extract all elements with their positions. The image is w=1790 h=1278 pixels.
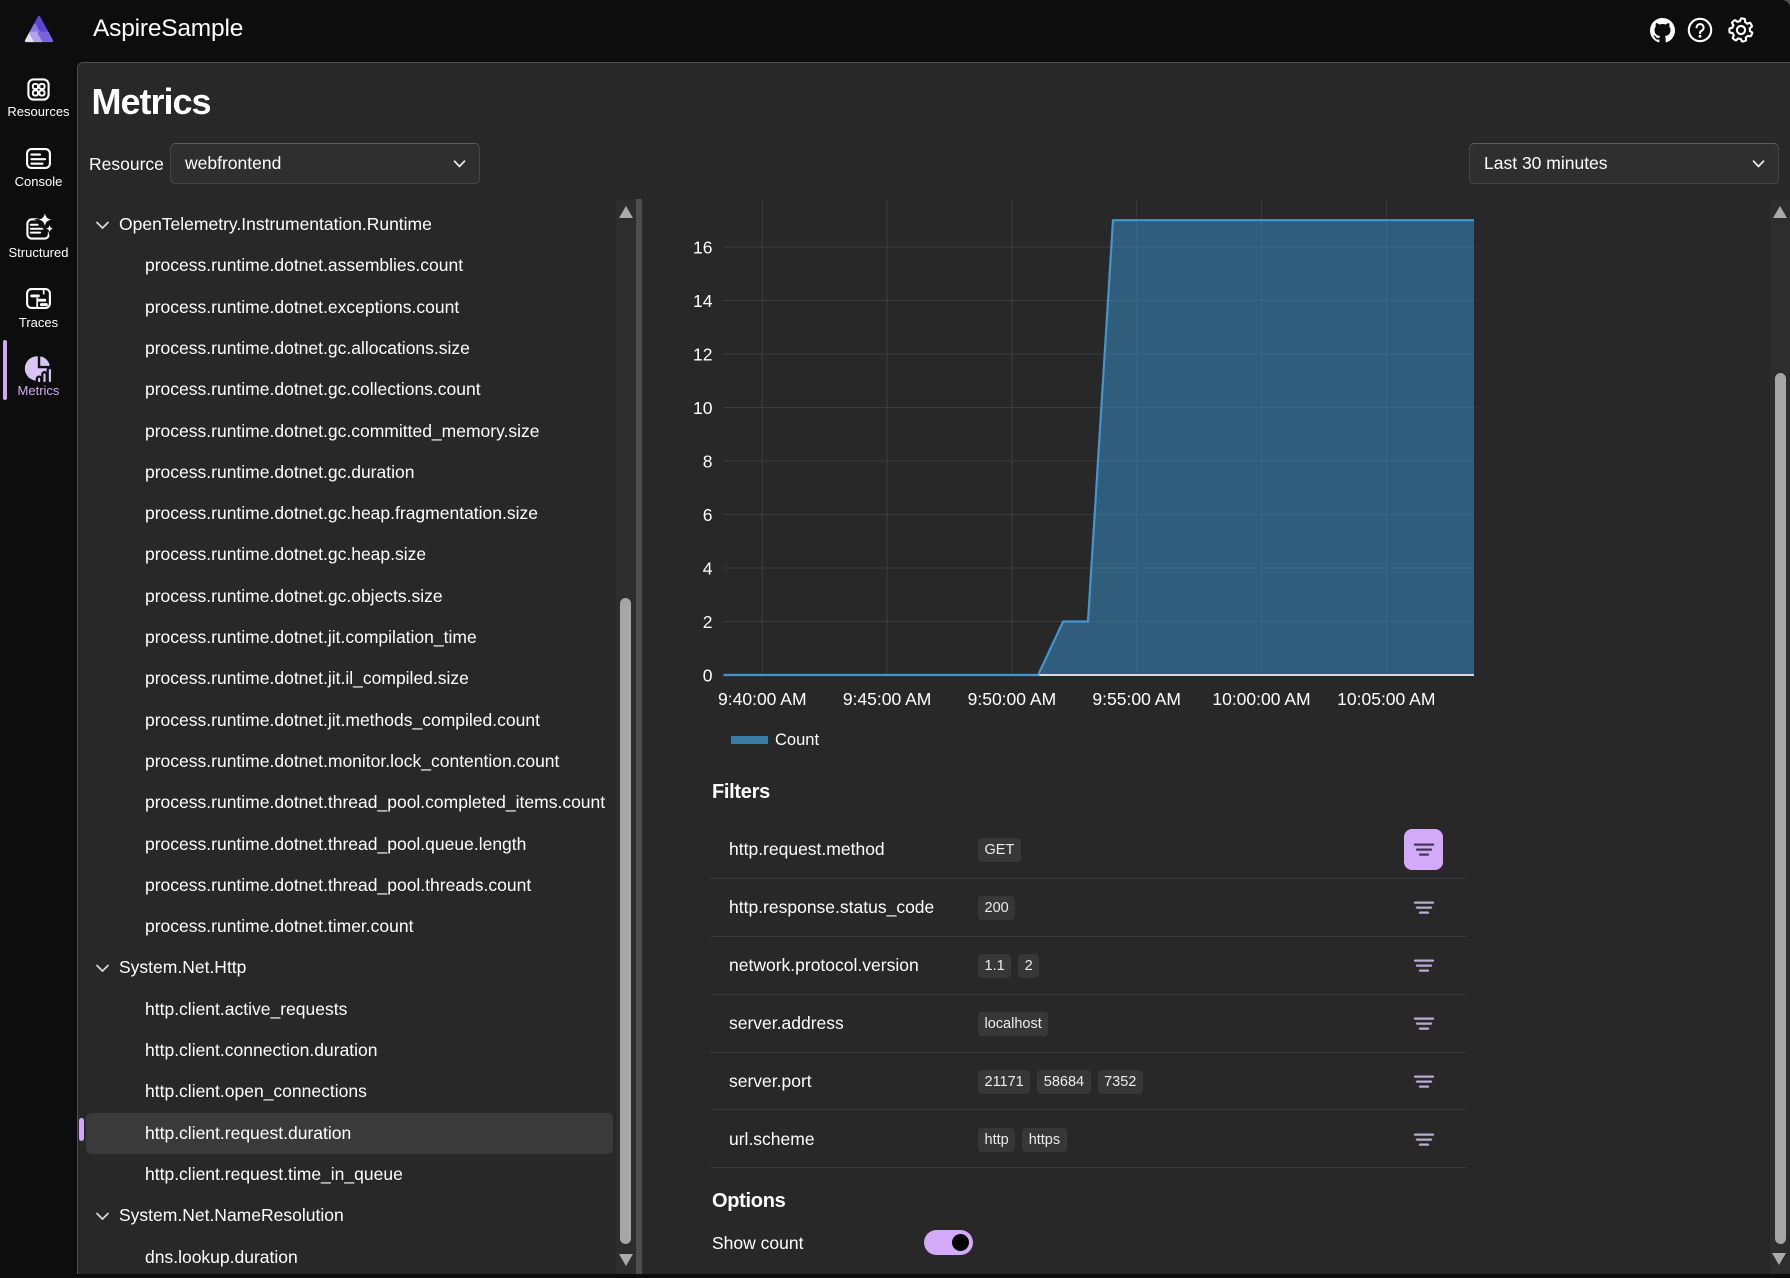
svg-text:10:05:00 AM: 10:05:00 AM bbox=[1337, 689, 1435, 709]
svg-text:0: 0 bbox=[703, 666, 713, 686]
svg-text:6: 6 bbox=[703, 505, 713, 525]
svg-text:10:00:00 AM: 10:00:00 AM bbox=[1212, 689, 1310, 709]
svg-text:16: 16 bbox=[693, 238, 712, 258]
svg-text:2: 2 bbox=[703, 612, 713, 632]
svg-text:4: 4 bbox=[703, 559, 713, 579]
svg-text:10: 10 bbox=[693, 398, 713, 418]
svg-text:14: 14 bbox=[693, 291, 713, 311]
svg-text:9:40:00 AM: 9:40:00 AM bbox=[718, 689, 807, 709]
svg-text:9:45:00 AM: 9:45:00 AM bbox=[843, 689, 932, 709]
svg-text:9:50:00 AM: 9:50:00 AM bbox=[968, 689, 1057, 709]
svg-text:12: 12 bbox=[693, 345, 712, 365]
svg-text:9:55:00 AM: 9:55:00 AM bbox=[1092, 689, 1181, 709]
svg-text:8: 8 bbox=[703, 452, 713, 472]
